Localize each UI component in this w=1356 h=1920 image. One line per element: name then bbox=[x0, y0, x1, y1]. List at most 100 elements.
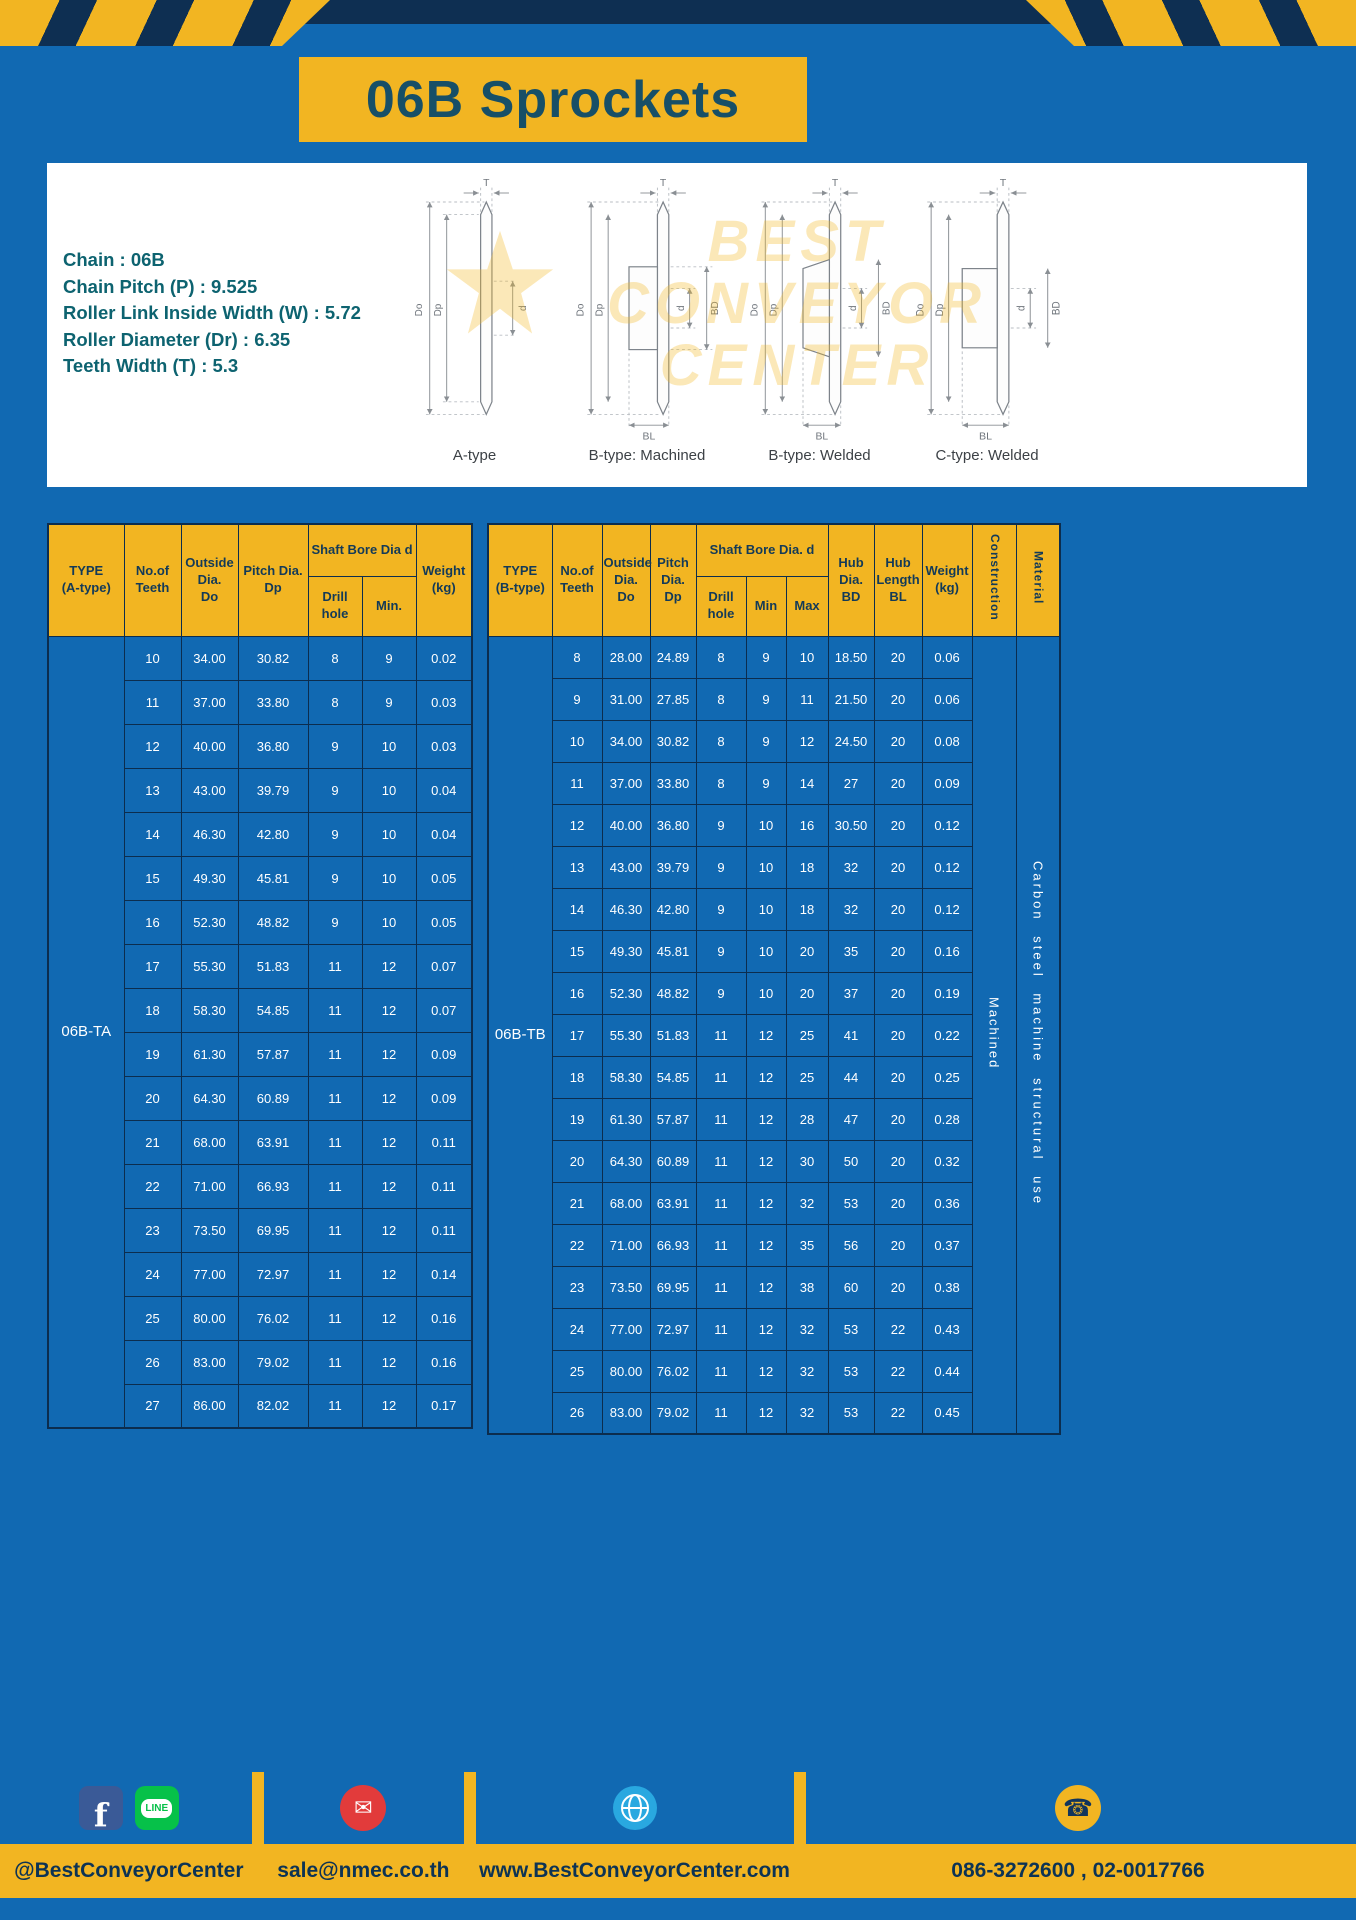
table-cell: 0.16 bbox=[921, 929, 973, 973]
sprocket-diagrams: T Do Dp d A-type bbox=[392, 175, 1072, 464]
table-row: 17 55.30 51.83 11 12 0.07 bbox=[48, 943, 473, 989]
table-cell: 12 bbox=[361, 1251, 417, 1297]
table-cell: 10 bbox=[745, 929, 787, 973]
table-cell: 32 bbox=[827, 887, 875, 931]
svg-text:T: T bbox=[483, 178, 489, 189]
table-cell: 13 bbox=[123, 767, 182, 813]
a-type-table-header: TYPE (A-type) No.of Teeth Outside Dia. D… bbox=[47, 523, 473, 637]
table-cell: 0.44 bbox=[921, 1349, 973, 1393]
svg-text:Dp: Dp bbox=[433, 303, 444, 316]
email-icon: ✉ bbox=[340, 1785, 387, 1831]
phone-icon: ☎ bbox=[1054, 1785, 1101, 1831]
table-cell: 44 bbox=[827, 1055, 875, 1099]
table-cell: 86.00 bbox=[180, 1383, 239, 1429]
table-cell: 68.00 bbox=[601, 1181, 651, 1225]
table-cell: 11 bbox=[695, 1265, 747, 1309]
b-type-table-header: TYPE (B-type) No.of Teeth Outside Dia. D… bbox=[487, 523, 1061, 637]
table-cell: 18 bbox=[123, 987, 182, 1033]
svg-text:d: d bbox=[518, 305, 529, 311]
table-cell: 43.00 bbox=[601, 845, 651, 889]
table-cell: 9 bbox=[695, 929, 747, 973]
table-cell: 60 bbox=[827, 1265, 875, 1309]
footer-icons-row: f LINE ✉ ☎ bbox=[0, 1772, 1356, 1844]
table-cell: 11 bbox=[695, 1013, 747, 1057]
table-row: 26 83.00 79.02 11 12 0.16 bbox=[48, 1339, 473, 1385]
table-row: 06B-TB 8 28.00 24.89 8 9 10 18.50 20 0.06 Machined… bbox=[487, 635, 1061, 1435]
table-cell: 39.79 bbox=[237, 767, 309, 813]
table-cell: 33.80 bbox=[237, 679, 309, 725]
table-cell: 20 bbox=[785, 971, 829, 1015]
table-cell: 11 bbox=[307, 1251, 363, 1297]
table-cell: 0.09 bbox=[921, 761, 973, 805]
table-cell: 10 bbox=[745, 845, 787, 889]
table-cell: 0.07 bbox=[415, 987, 473, 1033]
table-cell: 68.00 bbox=[180, 1119, 239, 1165]
diagram-c-type-welded: T Do Dp d BD bbox=[902, 175, 1072, 464]
col-header-construction: Construction bbox=[971, 523, 1017, 637]
table-cell: 0.37 bbox=[921, 1223, 973, 1267]
table-cell: 8 bbox=[307, 679, 363, 725]
table-cell: 12 bbox=[361, 943, 417, 989]
table-cell: 56 bbox=[827, 1223, 875, 1267]
svg-text:T: T bbox=[1000, 178, 1007, 189]
table-cell: 63.91 bbox=[649, 1181, 697, 1225]
table-cell: 24 bbox=[123, 1251, 182, 1297]
table-cell: 0.45 bbox=[921, 1391, 973, 1435]
table-cell: 11 bbox=[307, 1031, 363, 1077]
table-cell: 76.02 bbox=[237, 1295, 309, 1341]
page-title-banner: 06B Sprockets bbox=[299, 57, 807, 142]
spec-line: Chain : 06B bbox=[63, 249, 165, 270]
table-cell: 9 bbox=[745, 677, 787, 721]
table-cell: 83.00 bbox=[180, 1339, 239, 1385]
b-type-table: TYPE (B-type) No.of Teeth Outside Dia. D… bbox=[487, 523, 1062, 1435]
table-cell: 53 bbox=[827, 1181, 875, 1225]
table-cell: 12 bbox=[745, 1013, 787, 1057]
table-cell: 15 bbox=[123, 855, 182, 901]
svg-text:Dp: Dp bbox=[768, 303, 779, 316]
col-header-drill-hole: Drill hole bbox=[307, 575, 363, 637]
table-cell: 0.22 bbox=[921, 1013, 973, 1057]
table-cell: 9 bbox=[695, 845, 747, 889]
table-cell: 20 bbox=[785, 929, 829, 973]
table-cell: 27.85 bbox=[649, 677, 697, 721]
table-cell: 46.30 bbox=[601, 887, 651, 931]
svg-text:Do: Do bbox=[750, 303, 761, 316]
table-row: 20 64.30 60.89 11 12 0.09 bbox=[48, 1075, 473, 1121]
table-cell: 10 bbox=[551, 719, 603, 763]
table-row: 18 58.30 54.85 11 12 25 44 20 0.25 bbox=[488, 1055, 1060, 1099]
table-cell: 20 bbox=[873, 677, 923, 721]
diagram-b-type-machined: T Do Dp d bbox=[557, 175, 737, 464]
table-cell: 24 bbox=[551, 1307, 603, 1351]
table-cell: 0.11 bbox=[415, 1119, 473, 1165]
svg-text:d: d bbox=[848, 305, 859, 311]
table-cell: 10 bbox=[361, 855, 417, 901]
table-cell: 0.16 bbox=[415, 1295, 473, 1341]
svg-text:T: T bbox=[660, 178, 666, 189]
table-cell: 0.03 bbox=[415, 723, 473, 769]
table-cell: 32 bbox=[785, 1181, 829, 1225]
table-cell: 79.02 bbox=[649, 1391, 697, 1435]
table-cell: 30 bbox=[785, 1139, 829, 1183]
table-cell: 34.00 bbox=[180, 635, 239, 681]
table-row: 21 68.00 63.91 11 12 0.11 bbox=[48, 1119, 473, 1165]
table-cell: 35 bbox=[827, 929, 875, 973]
table-cell: 10 bbox=[361, 899, 417, 945]
table-cell: 0.12 bbox=[921, 803, 973, 847]
table-cell: 42.80 bbox=[237, 811, 309, 857]
table-row: 24 77.00 72.97 11 12 32 53 22 0.43 bbox=[488, 1307, 1060, 1351]
col-header-pitch-dia: Pitch Dia. Dp bbox=[237, 523, 309, 637]
table-cell: 16 bbox=[785, 803, 829, 847]
table-row: 20 64.30 60.89 11 12 30 50 20 0.32 bbox=[488, 1139, 1060, 1183]
table-cell: 37 bbox=[827, 971, 875, 1015]
table-cell: 14 bbox=[551, 887, 603, 931]
table-cell: 12 bbox=[361, 987, 417, 1033]
table-cell: 10 bbox=[123, 635, 182, 681]
table-cell: 9 bbox=[745, 635, 787, 679]
table-cell: 57.87 bbox=[649, 1097, 697, 1141]
contact-bar: @BestConveyorCenter sale@nmec.co.th www.… bbox=[0, 1844, 1356, 1898]
footer-website-segment bbox=[469, 1785, 800, 1831]
table-cell: 11 bbox=[695, 1307, 747, 1351]
table-cell: 9 bbox=[307, 899, 363, 945]
table-cell: 12 bbox=[361, 1119, 417, 1165]
table-cell: 82.02 bbox=[237, 1383, 309, 1429]
